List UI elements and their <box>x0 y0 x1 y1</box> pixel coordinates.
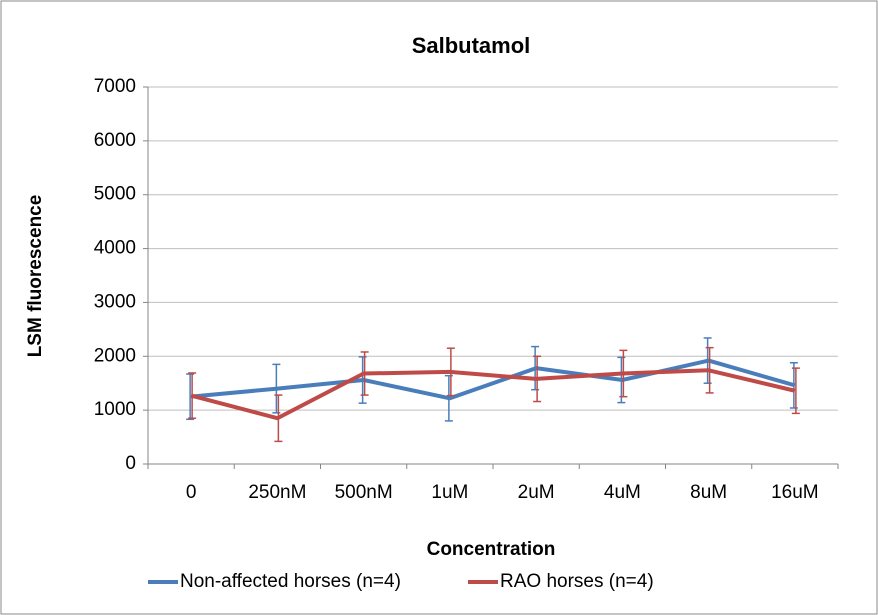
x-tick-label: 4uM <box>604 482 641 503</box>
chart-title: Salbutamol <box>412 33 531 58</box>
y-tick-label: 0 <box>125 453 136 474</box>
error-bar <box>705 346 714 394</box>
error-bar <box>188 372 197 419</box>
series-line <box>190 358 796 401</box>
x-tick-label: 16uM <box>771 482 819 503</box>
y-tick-label: 5000 <box>94 184 136 205</box>
error-bar <box>274 394 283 443</box>
x-tick-label: 1uM <box>431 482 468 503</box>
y-tick-label: 7000 <box>94 76 136 97</box>
legend-label: RAO horses (n=4) <box>500 571 654 592</box>
error-bar <box>360 351 369 396</box>
y-tick-label: 1000 <box>94 399 136 420</box>
x-tick-label: 2uM <box>518 482 555 503</box>
series-line <box>190 368 796 421</box>
y-tick-label: 4000 <box>94 238 136 259</box>
error-bar <box>446 347 455 397</box>
x-tick-label: 500nM <box>335 482 393 503</box>
error-bar <box>619 349 628 398</box>
x-tick-label: 250nM <box>248 482 306 503</box>
x-axis-title: Concentration <box>427 539 556 560</box>
y-tick-label: 2000 <box>94 345 136 366</box>
y-axis-title: LSM fluorescence <box>25 195 46 358</box>
x-tick-label: 0 <box>186 482 197 503</box>
x-tick-label: 8uM <box>690 482 727 503</box>
legend-label: Non-affected horses (n=4) <box>180 571 401 592</box>
y-tick-label: 3000 <box>94 291 136 312</box>
error-bar <box>533 355 542 403</box>
error-bar <box>791 367 800 415</box>
y-tick-label: 6000 <box>94 130 136 151</box>
